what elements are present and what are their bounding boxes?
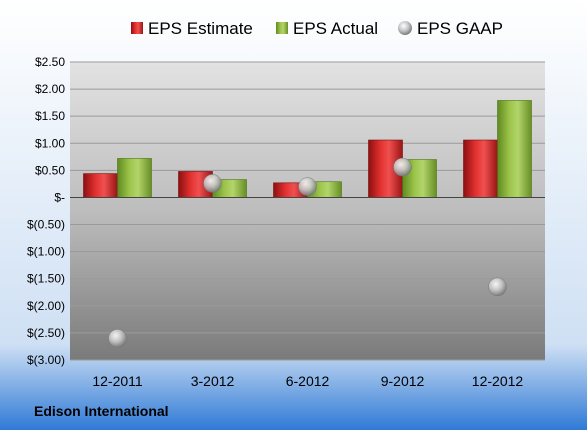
x-category-label: 12-2011 [92, 373, 143, 389]
y-tick-label: $(2.50) [27, 326, 65, 340]
bar-eps-estimate [83, 173, 118, 198]
y-axis-tick-labels: $2.50 $2.00 $1.50 $1.00 $0.50 $- $(0.50) $(1.00… [27, 55, 65, 367]
legend: EPS Estimate EPS Actual EPS GAAP [131, 19, 503, 38]
y-tick-label: $(2.00) [27, 299, 65, 313]
legend-swatch-eps-gaap [398, 21, 412, 35]
y-tick-label: $(1.00) [27, 245, 65, 259]
point-eps-gaap [298, 177, 317, 196]
y-tick-label: $(0.50) [27, 218, 65, 232]
company-name: Edison International [34, 403, 169, 419]
y-tick-label: $1.50 [35, 109, 65, 123]
plot-area [70, 62, 545, 360]
bar-eps-actual [497, 100, 532, 198]
bar-eps-actual [117, 158, 152, 198]
y-tick-label: $1.00 [35, 136, 65, 150]
point-eps-gaap [393, 157, 412, 177]
point-eps-gaap [203, 174, 222, 193]
x-category-label: 9-2012 [381, 373, 425, 389]
y-tick-label: $2.50 [35, 55, 65, 69]
gaap-points [108, 157, 507, 348]
legend-swatch-eps-estimate [131, 22, 143, 34]
legend-label-eps-estimate: EPS Estimate [148, 19, 253, 38]
x-category-label: 6-2012 [286, 373, 330, 389]
y-tick-label: $(3.00) [27, 353, 65, 367]
point-eps-gaap [488, 277, 507, 297]
legend-label-eps-actual: EPS Actual [293, 19, 378, 38]
bars [83, 100, 532, 198]
legend-label-eps-gaap: EPS GAAP [417, 19, 503, 38]
grid-lines [70, 61, 545, 361]
x-axis-category-labels: 12-2011 3-2012 6-2012 9-2012 12-2012 [92, 373, 523, 389]
point-eps-gaap [108, 329, 127, 348]
x-category-label: 3-2012 [191, 373, 235, 389]
y-tick-label: $- [54, 190, 65, 204]
y-tick-label: $(1.50) [27, 272, 65, 286]
legend-swatch-eps-actual [276, 22, 288, 34]
y-tick-label: $0.50 [35, 163, 65, 177]
y-tick-label: $2.00 [35, 82, 65, 96]
x-category-label: 12-2012 [472, 373, 524, 389]
bar-eps-estimate [463, 139, 498, 198]
